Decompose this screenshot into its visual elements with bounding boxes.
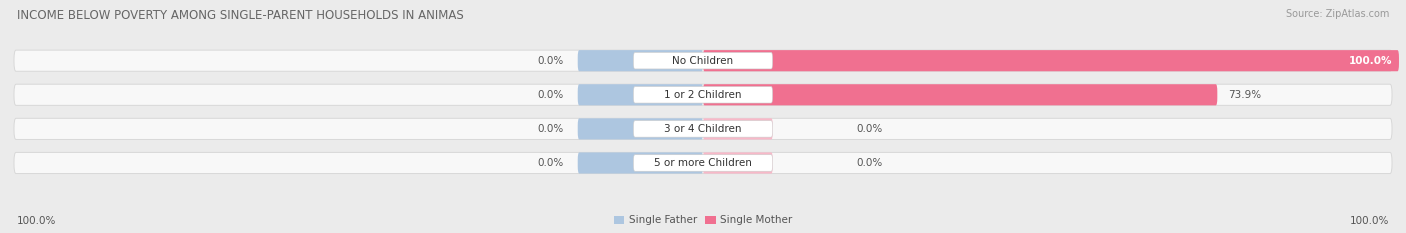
Text: No Children: No Children (672, 56, 734, 66)
FancyBboxPatch shape (703, 84, 1218, 105)
Text: 0.0%: 0.0% (856, 158, 883, 168)
Legend: Single Father, Single Mother: Single Father, Single Mother (610, 211, 796, 230)
FancyBboxPatch shape (703, 152, 773, 174)
FancyBboxPatch shape (578, 50, 703, 71)
FancyBboxPatch shape (14, 84, 1392, 105)
FancyBboxPatch shape (703, 50, 1399, 71)
Text: 0.0%: 0.0% (537, 124, 564, 134)
FancyBboxPatch shape (14, 50, 1392, 71)
Text: 73.9%: 73.9% (1227, 90, 1261, 100)
FancyBboxPatch shape (578, 152, 703, 174)
Text: 100.0%: 100.0% (17, 216, 56, 226)
Text: 100.0%: 100.0% (1348, 56, 1392, 66)
Text: INCOME BELOW POVERTY AMONG SINGLE-PARENT HOUSEHOLDS IN ANIMAS: INCOME BELOW POVERTY AMONG SINGLE-PARENT… (17, 9, 464, 22)
FancyBboxPatch shape (633, 155, 773, 171)
Text: 3 or 4 Children: 3 or 4 Children (664, 124, 742, 134)
Text: 5 or more Children: 5 or more Children (654, 158, 752, 168)
Text: 1 or 2 Children: 1 or 2 Children (664, 90, 742, 100)
Text: 0.0%: 0.0% (537, 90, 564, 100)
FancyBboxPatch shape (633, 86, 773, 103)
Text: Source: ZipAtlas.com: Source: ZipAtlas.com (1285, 9, 1389, 19)
FancyBboxPatch shape (633, 52, 773, 69)
Text: 0.0%: 0.0% (856, 124, 883, 134)
FancyBboxPatch shape (578, 118, 703, 140)
FancyBboxPatch shape (633, 121, 773, 137)
FancyBboxPatch shape (703, 118, 773, 140)
Text: 0.0%: 0.0% (537, 158, 564, 168)
FancyBboxPatch shape (14, 118, 1392, 140)
Text: 0.0%: 0.0% (537, 56, 564, 66)
FancyBboxPatch shape (14, 152, 1392, 174)
FancyBboxPatch shape (578, 84, 703, 105)
Text: 100.0%: 100.0% (1350, 216, 1389, 226)
